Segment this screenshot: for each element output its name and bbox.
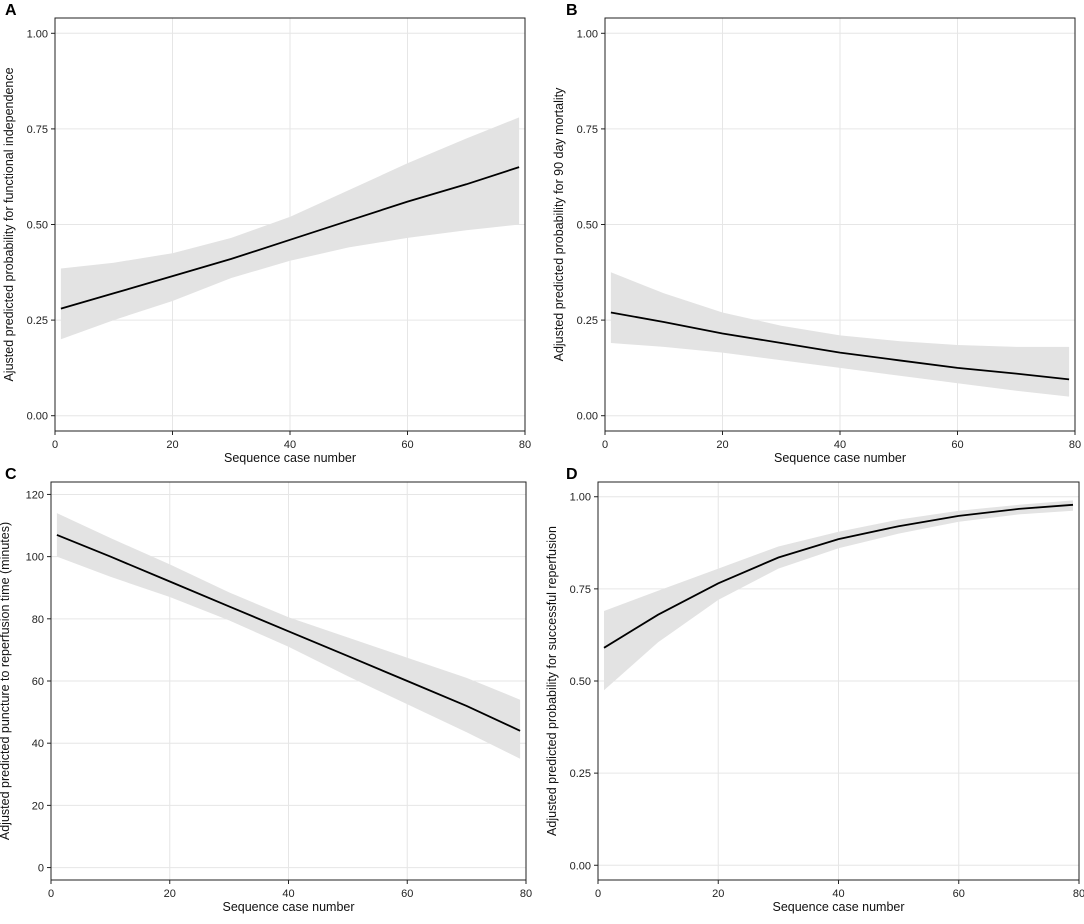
confidence-band-a: [60, 117, 520, 340]
y-tick-label-c-2: 40: [32, 738, 44, 750]
x-tick-label-b-0: 0: [602, 439, 608, 451]
y-tick-label-d-3: 0.75: [570, 584, 591, 596]
y-tick-label-d-0: 0.00: [570, 860, 591, 872]
x-axis-label-c: Sequence case number: [222, 900, 354, 914]
chart-panel-c: 0 20 40 60 80 100 120 0 20 40 60 80 Sequence case nu…: [0, 481, 532, 914]
x-tick-label-a-3: 60: [401, 439, 413, 451]
prediction-line-d: [603, 503, 1074, 649]
y-tick-label-c-0: 0: [38, 863, 44, 875]
x-tick-label-a-0: 0: [52, 439, 58, 451]
y-tick-label-c-4: 80: [32, 614, 44, 626]
x-tick-label-c-0: 0: [48, 888, 54, 900]
x-tick-label-c-1: 20: [164, 888, 176, 900]
panel-letter-d: D: [566, 466, 578, 483]
y-tick-label-c-5: 100: [26, 552, 44, 564]
x-tick-label-a-4: 80: [519, 439, 531, 451]
x-tick-label-b-4: 80: [1069, 439, 1081, 451]
y-axis-label-b: Adjusted predicted probability for 90 da…: [552, 87, 566, 362]
y-tick-label-a-0: 0.00: [27, 411, 48, 423]
y-axis-label-c: Adjusted predicted puncture to reperfusi…: [0, 522, 12, 840]
x-tick-label-a-2: 40: [284, 439, 296, 451]
panel-letter-a: A: [5, 2, 17, 19]
x-axis-label-d: Sequence case number: [772, 900, 904, 914]
y-axis-label-d: Adjusted predicted probability for succe…: [545, 526, 559, 836]
y-tick-label-d-2: 0.50: [570, 676, 591, 688]
x-tick-label-b-2: 40: [834, 439, 846, 451]
x-axis-label-b: Sequence case number: [774, 451, 906, 465]
y-tick-label-d-4: 1.00: [570, 492, 591, 504]
x-axis-label-a: Sequence case number: [224, 451, 356, 465]
panel-letter-c: C: [5, 466, 17, 483]
x-tick-label-d-1: 20: [712, 888, 724, 900]
prediction-line-c: [56, 534, 521, 732]
x-tick-label-d-3: 60: [953, 888, 965, 900]
y-tick-label-c-3: 60: [32, 676, 44, 688]
confidence-band-c: [56, 513, 521, 759]
y-tick-label-a-3: 0.75: [27, 124, 48, 136]
y-tick-label-b-3: 0.75: [577, 124, 598, 136]
x-tick-label-d-2: 40: [832, 888, 844, 900]
y-axis-label-a: Ajusted predicted probability for functi…: [2, 67, 16, 381]
confidence-band-b: [610, 272, 1070, 397]
chart-panel-d: 0.00 0.25 0.50 0.75 1.00 0 20 40 60 80 Sequence ca…: [545, 481, 1084, 914]
x-tick-label-d-0: 0: [595, 888, 601, 900]
y-tick-label-a-2: 0.50: [27, 220, 48, 232]
x-tick-label-d-4: 80: [1073, 888, 1084, 900]
prediction-line-a: [60, 166, 520, 310]
y-tick-label-c-6: 120: [26, 489, 44, 501]
y-tick-label-b-4: 1.00: [577, 28, 598, 40]
chart-panel-b: 0.00 0.25 0.50 0.75 1.00 0 20 40 60 80 Sequence ca…: [552, 17, 1081, 465]
x-tick-label-a-1: 20: [166, 439, 178, 451]
x-tick-label-c-2: 40: [282, 888, 294, 900]
chart-panel-a: 0.00 0.25 0.50 0.75 1.00 0 20 40 60 80 Sequence ca…: [2, 17, 531, 465]
x-tick-label-c-3: 60: [401, 888, 413, 900]
prediction-line-b: [610, 311, 1070, 381]
x-tick-label-b-3: 60: [951, 439, 963, 451]
y-tick-label-b-1: 0.25: [577, 315, 598, 327]
x-tick-label-b-1: 20: [716, 439, 728, 451]
y-tick-label-c-1: 20: [32, 800, 44, 812]
y-tick-label-a-4: 1.00: [27, 28, 48, 40]
y-tick-label-b-2: 0.50: [577, 220, 598, 232]
panel-letter-b: B: [566, 2, 578, 19]
y-tick-label-d-1: 0.25: [570, 768, 591, 780]
y-tick-label-b-0: 0.00: [577, 411, 598, 423]
x-tick-label-c-4: 80: [520, 888, 532, 900]
y-tick-label-a-1: 0.25: [27, 315, 48, 327]
